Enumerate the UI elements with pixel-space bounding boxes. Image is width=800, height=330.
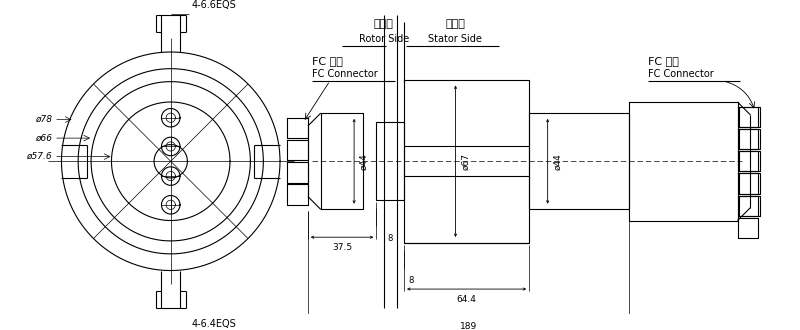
Text: 8: 8 [409,276,414,285]
Text: 转子边: 转子边 [374,19,394,29]
Text: Rotor Side: Rotor Side [358,34,409,44]
Text: 定子边: 定子边 [445,19,465,29]
Text: FC 接头: FC 接头 [648,56,678,66]
Text: ø66: ø66 [35,134,52,143]
Text: 64.4: 64.4 [457,295,477,304]
Text: ø44: ø44 [360,153,369,170]
Text: 37.5: 37.5 [332,243,352,252]
Text: ø44: ø44 [554,153,562,170]
Text: ø78: ø78 [35,115,52,124]
Text: FC Connector: FC Connector [648,69,714,79]
Text: FC 接头: FC 接头 [311,56,342,66]
Text: ø67: ø67 [461,153,470,170]
Text: 4-6.4EQS: 4-6.4EQS [191,319,236,329]
Text: FC Connector: FC Connector [311,69,378,79]
Text: 4-6.6EQS: 4-6.6EQS [191,0,236,10]
Text: 189: 189 [460,322,477,330]
Text: Stator Side: Stator Side [428,34,482,44]
Text: ø57.6: ø57.6 [26,152,52,161]
Text: 8: 8 [387,234,393,243]
